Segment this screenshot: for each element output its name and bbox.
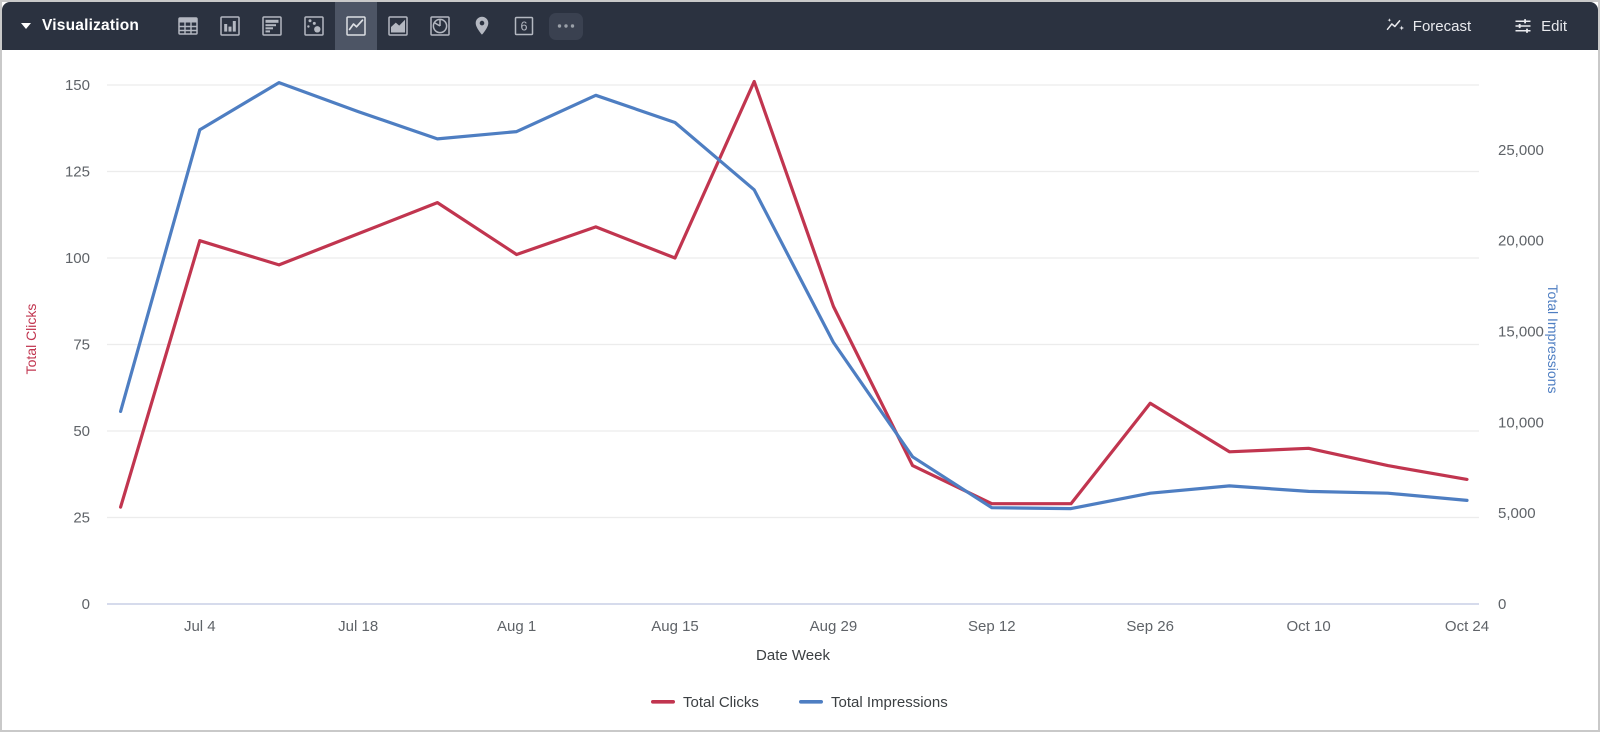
viz-type-bar-chart-button[interactable] [251,2,293,50]
x-tick-label: Aug 15 [651,618,699,635]
panel-title: Visualization [42,17,140,34]
toolbar-right: Forecast Edit [1385,2,1598,50]
pie-chart-icon [430,16,450,36]
forecast-icon [1386,18,1404,31]
viz-type-scatter-plot-button[interactable] [293,2,335,50]
toolbar-left: Visualization [2,2,587,50]
single-value-glyph: 6 [521,19,528,33]
y-tick-label-left: 50 [73,423,90,440]
viz-type-line-chart-button[interactable] [335,2,378,50]
chart-area: 0 25 50 75 100 125 150 0 5,000 10,000 15,000 20,000… [2,50,1598,730]
viz-type-switcher: 6 [167,2,587,50]
viz-type-more-options-button[interactable] [545,2,587,50]
table-icon [178,17,198,35]
legend-swatch-total-impressions [799,700,823,704]
x-tick-label: Sep 26 [1126,618,1174,635]
y-tick-label-right: 15,000 [1498,323,1544,340]
y-tick-label-right: 10,000 [1498,414,1544,431]
bar-chart-icon [262,16,282,36]
y-tick-label-left: 150 [65,77,90,94]
viz-type-single-value-button[interactable]: 6 [503,2,545,50]
map-pin-icon [475,16,489,35]
viz-type-table-button[interactable] [167,2,209,50]
toolbar: Visualization [2,2,1598,50]
dual-axis-line-chart: 0 25 50 75 100 125 150 0 5,000 10,000 15,000 20,000… [23,77,1561,711]
x-tick-label: Sep 12 [968,618,1016,635]
x-tick-label: Aug 29 [810,618,858,635]
y-tick-label-left: 100 [65,250,90,267]
x-tick-label: Oct 24 [1445,618,1489,635]
x-tick-label: Aug 1 [497,618,536,635]
series-line-total-clicks[interactable] [118,79,1469,509]
scatter-plot-icon [304,16,324,36]
edit-label: Edit [1541,17,1567,35]
tune-icon [1515,19,1531,33]
y-tick-label-right: 5,000 [1498,505,1536,522]
ellipsis-icon [549,12,584,40]
forecast-button[interactable]: Forecast [1385,16,1471,36]
single-value-icon: 6 [514,16,534,36]
y-tick-label-right: 25,000 [1498,142,1544,159]
line-chart-icon [346,16,366,36]
visualization-dropdown[interactable]: Visualization [2,2,139,50]
edit-button[interactable]: Edit [1513,16,1567,36]
x-tick-label: Oct 10 [1287,618,1331,635]
caret-down-icon [21,23,31,29]
y-tick-label-right: 20,000 [1498,233,1544,250]
column-chart-icon [220,16,240,36]
x-tick-label: Jul 18 [338,618,378,635]
y-tick-label-left: 25 [73,510,90,527]
legend-swatch-total-clicks [651,700,675,704]
y-tick-label-left: 0 [82,596,90,613]
legend-label-total-impressions: Total Impressions [831,694,948,711]
x-tick-label: Jul 4 [184,618,216,635]
area-chart-icon [388,16,408,36]
viz-type-map-button[interactable] [461,2,503,50]
y-tick-label-right: 0 [1498,596,1506,613]
series-line-total-impressions[interactable] [118,80,1469,511]
right-axis-title: Total Impressions [1545,285,1561,394]
viz-type-pie-chart-button[interactable] [419,2,461,50]
legend-label-total-clicks: Total Clicks [683,694,759,711]
forecast-label: Forecast [1412,17,1472,35]
viz-type-area-chart-button[interactable] [377,2,419,50]
y-tick-label-left: 75 [73,337,90,354]
y-tick-label-left: 125 [65,164,90,181]
left-axis-title: Total Clicks [23,304,39,375]
x-axis-title: Date Week [756,647,830,664]
viz-type-column-chart-button[interactable] [209,2,251,50]
